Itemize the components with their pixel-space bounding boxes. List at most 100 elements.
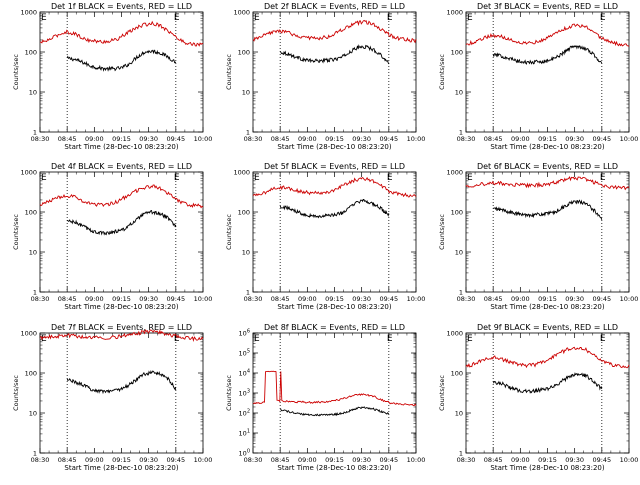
x-tick-label: 09:45	[592, 456, 611, 464]
x-tick-label: 10:00	[194, 295, 213, 303]
x-tick-label: 08:30	[244, 456, 263, 464]
x-axis-label: Start Time (28-Dec-10 08:23:20)	[490, 303, 604, 311]
event-marker-label: E	[254, 13, 260, 23]
x-tick-label: 09:45	[379, 456, 398, 464]
y-tick-exponent: 3	[247, 389, 250, 395]
y-tick-label: 1000	[20, 169, 37, 177]
x-tick-label: 09:15	[325, 295, 344, 303]
x-tick-label: 09:30	[352, 295, 371, 303]
y-tick-label: 100	[238, 49, 250, 57]
x-tick-label: 08:30	[457, 456, 476, 464]
x-axis-label: Start Time (28-Dec-10 08:23:20)	[64, 464, 178, 472]
y-tick-label: 10	[242, 89, 250, 97]
events-series-line	[66, 49, 177, 72]
x-tick-label: 08:30	[31, 135, 50, 143]
y-tick-exponent: 2	[247, 409, 250, 415]
lld-series-line	[252, 370, 417, 407]
events-series-line	[67, 209, 177, 236]
event-marker-label: E	[174, 13, 180, 23]
y-tick-label: 100	[239, 449, 250, 458]
x-tick-label: 08:30	[31, 456, 50, 464]
x-tick-label: 08:45	[58, 295, 77, 303]
x-tick-label: 10:00	[620, 456, 639, 464]
y-axis-label: Counts/sec	[438, 214, 446, 250]
chart-panel-9: Det 9f BLACK = Events, RED = LLD 1 10 100 10…	[438, 323, 638, 472]
y-tick-label: 10	[242, 249, 250, 257]
y-tick-label: 100	[451, 209, 463, 217]
x-tick-label: 08:45	[271, 456, 290, 464]
events-series-line	[279, 199, 390, 219]
y-tick-label: 106	[239, 329, 250, 338]
event-marker-label: E	[254, 173, 260, 183]
x-tick-label: 08:45	[484, 135, 503, 143]
x-axis-label: Start Time (28-Dec-10 08:23:20)	[277, 464, 391, 472]
event-marker-label: E	[254, 334, 260, 344]
events-series-line	[279, 44, 390, 65]
x-tick-label: 09:45	[592, 135, 611, 143]
x-tick-label: 09:45	[379, 135, 398, 143]
x-axis-label: Start Time (28-Dec-10 08:23:20)	[277, 303, 391, 311]
y-tick-label: 1	[33, 289, 37, 297]
event-marker-label: E	[174, 334, 180, 344]
chart-panel-7: Det 7f BLACK = Events, RED = LLD 1 10 100 10…	[12, 323, 212, 472]
y-tick-label: 1000	[20, 330, 37, 338]
event-marker-label: E	[41, 334, 47, 344]
x-tick-label: 10:00	[620, 295, 639, 303]
plot-frame	[465, 11, 630, 133]
y-tick-label: 1	[33, 450, 37, 458]
x-tick-label: 09:00	[298, 295, 317, 303]
chart-panel-1: Det 1f BLACK = Events, RED = LLD 1 10 100 10…	[12, 2, 212, 151]
x-tick-label: 09:15	[538, 456, 557, 464]
y-tick-label: 1	[246, 289, 250, 297]
plot-frame	[465, 171, 630, 293]
x-tick-label: 10:00	[194, 456, 213, 464]
y-tick-label: 1000	[446, 330, 463, 338]
y-tick-label: 100	[451, 370, 463, 378]
event-marker-label: E	[174, 173, 180, 183]
y-axis-label: Counts/sec	[438, 54, 446, 90]
lld-series-line	[252, 176, 417, 198]
y-tick-label: 10	[29, 249, 37, 257]
events-series-line	[492, 44, 603, 65]
events-series-line	[493, 199, 603, 220]
x-tick-label: 09:15	[538, 135, 557, 143]
y-tick-exponent: 4	[247, 369, 250, 375]
events-series-line	[280, 406, 390, 417]
x-tick-label: 09:45	[166, 456, 185, 464]
y-tick-label: 1	[33, 129, 37, 137]
x-tick-label: 09:15	[325, 456, 344, 464]
x-tick-label: 09:45	[166, 135, 185, 143]
x-tick-label: 10:00	[194, 135, 213, 143]
y-tick-label: 100	[25, 49, 37, 57]
chart-panel-2: Det 2f BLACK = Events, RED = LLD 1 10 100 10…	[225, 2, 425, 151]
x-tick-label: 08:45	[58, 135, 77, 143]
chart-title: Det 8f BLACK = Events, RED = LLD	[264, 323, 405, 332]
x-axis-label: Start Time (28-Dec-10 08:23:20)	[64, 303, 178, 311]
x-axis-label: Start Time (28-Dec-10 08:23:20)	[490, 143, 604, 151]
event-marker-label: E	[600, 334, 606, 344]
y-tick-exponent: 1	[247, 429, 250, 435]
chart-title: Det 3f BLACK = Events, RED = LLD	[477, 2, 618, 11]
y-tick-label: 100	[238, 209, 250, 217]
y-tick-label: 1000	[446, 169, 463, 177]
event-marker-label: E	[467, 13, 473, 23]
y-tick-exponent: 6	[247, 329, 250, 335]
x-tick-label: 09:45	[379, 295, 398, 303]
plot-frame	[39, 171, 204, 293]
event-marker-label: E	[467, 173, 473, 183]
x-tick-label: 09:15	[325, 135, 344, 143]
x-tick-label: 10:00	[620, 135, 639, 143]
x-tick-label: 09:15	[112, 456, 131, 464]
x-tick-label: 08:45	[271, 135, 290, 143]
chart-panel-5: Det 5f BLACK = Events, RED = LLD 1 10 100 10…	[225, 162, 425, 311]
x-tick-label: 09:15	[538, 295, 557, 303]
chart-title: Det 7f BLACK = Events, RED = LLD	[51, 323, 192, 332]
y-tick-label: 101	[239, 429, 250, 438]
y-tick-label: 102	[239, 409, 250, 418]
y-tick-label: 10	[455, 249, 463, 257]
x-tick-label: 08:30	[31, 295, 50, 303]
plot-frame	[39, 332, 204, 454]
x-axis-label: Start Time (28-Dec-10 08:23:20)	[64, 143, 178, 151]
y-tick-label: 100	[25, 209, 37, 217]
chart-panel-8: Det 8f BLACK = Events, RED = LLD10010110…	[225, 323, 425, 472]
